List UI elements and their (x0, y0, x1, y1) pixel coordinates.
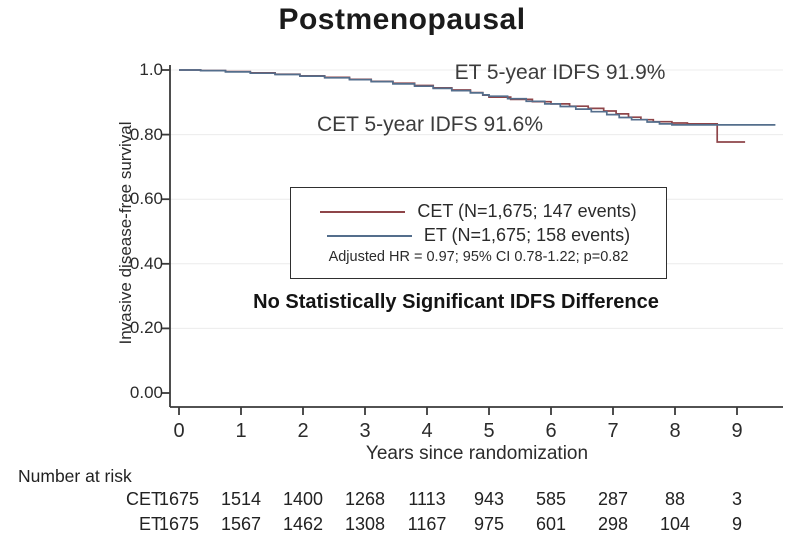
legend-label-cet: CET (N=1,675; 147 events) (417, 201, 637, 221)
x-tick-label: 2 (297, 420, 309, 442)
risk-count: 1514 (220, 489, 262, 509)
legend-label-et: ET (N=1,675; 158 events) (423, 225, 631, 245)
risk-count: 1400 (282, 489, 324, 509)
annotation-cet-5yr-idfs: CET 5-year IDFS 91.6% (316, 113, 544, 136)
risk-row-label-et: ET (138, 514, 162, 534)
et-survival-curve (179, 69, 776, 126)
conclusion-text: No Statistically Significant IDFS Differ… (253, 291, 659, 313)
legend-box: CET (N=1,675; 147 events) ET (N=1,675; 1… (290, 187, 667, 279)
risk-count: 601 (535, 514, 567, 534)
risk-count: 585 (535, 489, 567, 509)
y-tick-label: 1.0 (139, 60, 163, 79)
risk-count: 1675 (158, 514, 200, 534)
risk-count: 9 (731, 514, 742, 534)
x-tick-label: 4 (421, 420, 433, 442)
risk-table-header: Number at risk (18, 466, 132, 486)
risk-count: 1308 (344, 514, 386, 534)
risk-count: 1268 (344, 489, 386, 509)
legend-hr-note: Adjusted HR = 0.97; 95% CI 0.78-1.22; p=… (328, 249, 629, 265)
risk-row-label-cet: CET (126, 489, 162, 509)
legend-row-et: ET (N=1,675; 158 events) (326, 225, 631, 246)
x-tick-label: 0 (173, 420, 185, 442)
risk-count: 975 (473, 514, 505, 534)
y-tick-label: 0.20 (129, 318, 163, 338)
risk-count: 1167 (407, 514, 447, 534)
x-tick-label: 9 (731, 420, 743, 442)
legend-row-cet: CET (N=1,675; 147 events) (320, 201, 637, 222)
risk-count: 1462 (282, 514, 324, 534)
risk-count: 1675 (158, 489, 200, 509)
x-tick-label: 7 (607, 420, 619, 442)
x-tick-label: 5 (483, 420, 495, 442)
risk-count: 298 (597, 514, 629, 534)
x-tick-label: 1 (235, 420, 247, 442)
annotation-et-5yr-idfs: ET 5-year IDFS 91.9% (454, 61, 666, 84)
y-tick-label: 0.40 (129, 253, 163, 273)
risk-count: 3 (731, 489, 742, 509)
risk-count: 287 (597, 489, 629, 509)
x-tick-label: 6 (545, 420, 557, 442)
risk-count: 104 (659, 514, 691, 534)
y-tick-label: 0.00 (129, 383, 163, 402)
risk-count: 1567 (220, 514, 262, 534)
y-axis-label: Invasive disease-free survival (116, 121, 135, 345)
risk-count: 1113 (408, 489, 446, 509)
chart-title: Postmenopausal (278, 3, 526, 36)
risk-count: 88 (664, 489, 686, 509)
x-tick-label: 3 (359, 420, 371, 442)
y-tick-label: 0.80 (129, 124, 163, 144)
y-tick-label: 0.60 (129, 189, 163, 209)
x-tick-label: 8 (669, 420, 681, 442)
risk-count: 943 (473, 489, 505, 509)
cet-line-swatch (320, 210, 406, 213)
et-line-swatch (326, 234, 412, 237)
x-axis-label: Years since randomization (365, 443, 589, 464)
